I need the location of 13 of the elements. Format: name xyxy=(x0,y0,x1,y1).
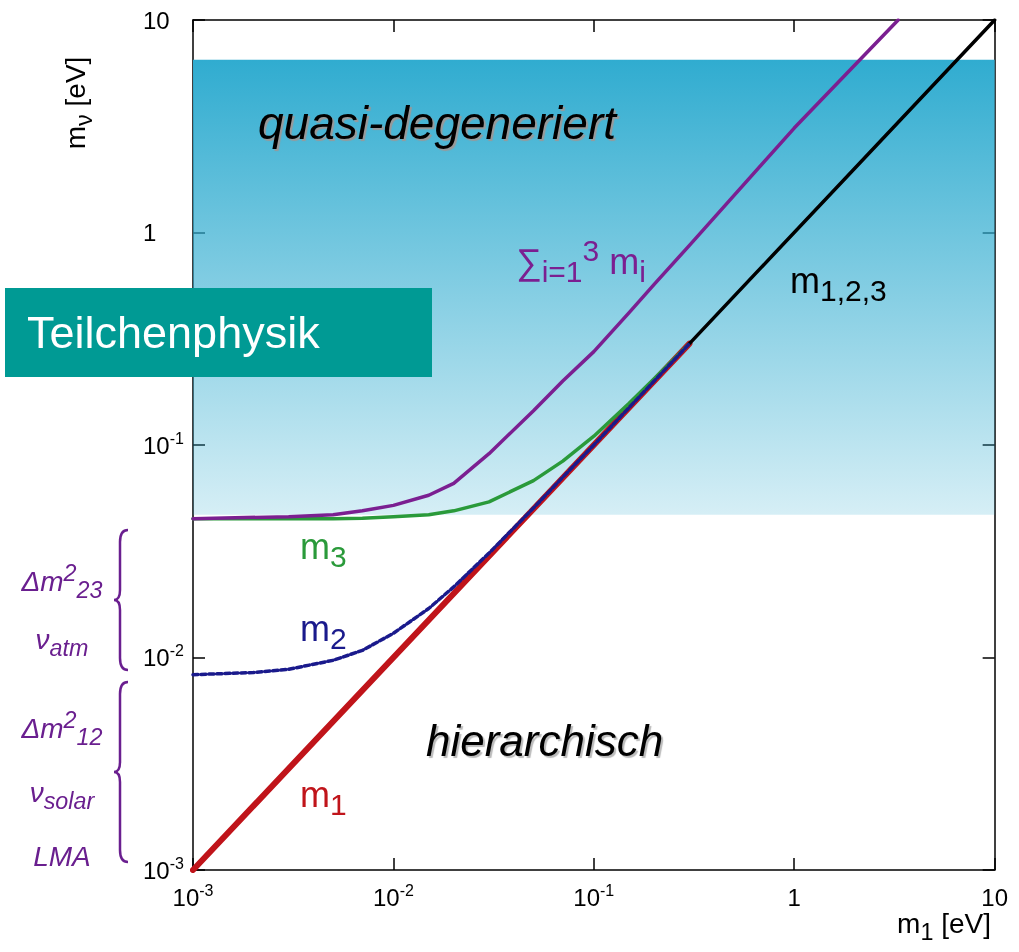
annotation: hierarchisch xyxy=(426,716,664,766)
series-label: m$_{1}$ xyxy=(300,774,347,823)
annotation: quasi-degeneriert xyxy=(258,96,617,150)
annotation: Teilchenphysik xyxy=(27,306,321,360)
series-label: m$_{3}$ xyxy=(300,526,347,575)
x-tick-label: 10 xyxy=(981,883,1008,911)
series-label: m$_{1,2,3}$ xyxy=(790,260,887,309)
x-axis-title: m$_{1}$ [eV] xyxy=(897,908,991,946)
y-tick-label: 1 xyxy=(143,219,157,246)
y-tick-label: 10 xyxy=(143,6,170,34)
series-label: ∑$_{i=1}$$^{3}$ m$_{i}$ xyxy=(516,234,646,290)
x-tick-label: 1 xyxy=(787,883,801,911)
series-label: m$_{2}$ xyxy=(300,608,347,657)
